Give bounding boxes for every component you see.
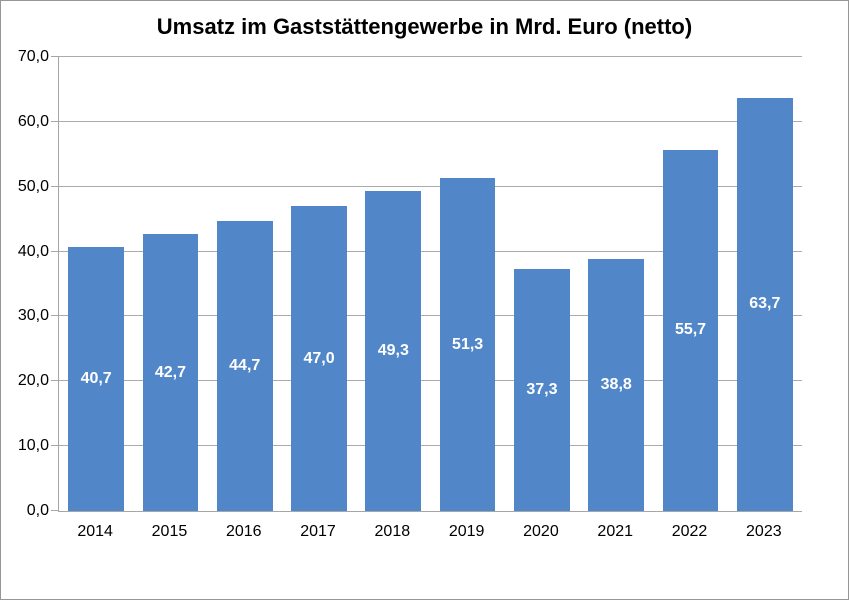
gridline bbox=[59, 120, 802, 122]
bar-slot: 51,3 bbox=[430, 57, 504, 511]
y-axis-tick bbox=[51, 510, 59, 511]
gridline bbox=[59, 185, 802, 187]
y-axis-tick-label: 70,0 bbox=[17, 48, 49, 65]
y-axis-tick bbox=[51, 380, 59, 382]
x-axis-tick-label: 2018 bbox=[374, 523, 411, 540]
gridline bbox=[59, 250, 802, 252]
bar-value-label: 38,8 bbox=[600, 376, 632, 394]
bar-2022: 55,7 bbox=[662, 149, 719, 511]
y-axis-tick-label: 10,0 bbox=[17, 437, 49, 455]
y-axis-labels: 0,0 10,0 20,0 30,0 40,0 50,0 60,0 70,0 bbox=[1, 48, 49, 519]
bar-value-label: 44,7 bbox=[229, 357, 261, 375]
bar-2015: 42,7 bbox=[142, 234, 199, 511]
bar-slot: 37,3 bbox=[505, 57, 579, 511]
chart-title: Umsatz im Gaststättengewerbe in Mrd. Eur… bbox=[156, 14, 693, 39]
bar-value-label: 40,7 bbox=[80, 370, 112, 388]
x-axis-tick-label: 2019 bbox=[448, 523, 485, 540]
bar-slot: 44,7 bbox=[208, 57, 282, 511]
bar-slot: 47,0 bbox=[282, 57, 356, 511]
x-axis-tick-label: 2022 bbox=[671, 523, 708, 540]
bar-slot: 55,7 bbox=[653, 57, 727, 511]
y-axis-tick-label: 30,0 bbox=[17, 307, 49, 325]
gridline bbox=[59, 445, 802, 447]
x-axis-tick-label: 2021 bbox=[597, 523, 634, 540]
bar-value-label: 37,3 bbox=[526, 381, 558, 399]
x-axis-tick-label: 2017 bbox=[300, 523, 336, 540]
plot-area: 40,7 42,7 44,7 47,0 49,3 51,3 37,3 38,8 55,7 63,7 bbox=[51, 56, 802, 512]
x-axis-tick-label: 2014 bbox=[77, 523, 113, 540]
y-axis-tick-label: 60,0 bbox=[17, 112, 49, 130]
bar-slot: 49,3 bbox=[356, 57, 430, 511]
bar-value-label: 55,7 bbox=[674, 321, 707, 339]
gridline bbox=[59, 380, 802, 382]
x-axis-tick-label: 2020 bbox=[523, 523, 559, 540]
bar-slot: 40,7 bbox=[59, 57, 133, 511]
y-axis-tick-label: 0,0 bbox=[26, 502, 49, 519]
bar-series: 40,7 42,7 44,7 47,0 49,3 51,3 37,3 38,8 55,7 63,7 bbox=[59, 57, 802, 511]
bar-2016: 44,7 bbox=[216, 221, 273, 511]
x-axis-tick-label: 2016 bbox=[225, 523, 262, 540]
y-axis-tick-label: 20,0 bbox=[17, 372, 49, 390]
y-axis-tick bbox=[51, 250, 59, 252]
bar-value-label: 49,3 bbox=[377, 342, 409, 360]
bar-slot: 63,7 bbox=[728, 57, 802, 511]
bar-slot: 38,8 bbox=[579, 57, 653, 511]
bar-2017: 47,0 bbox=[291, 206, 347, 511]
bar-slot: 42,7 bbox=[133, 57, 207, 511]
bar-value-label: 51,3 bbox=[452, 335, 484, 353]
y-axis-tick bbox=[51, 120, 59, 122]
bar-2021: 38,8 bbox=[588, 259, 645, 511]
x-axis-tick-label: 2023 bbox=[746, 523, 782, 540]
y-axis-tick bbox=[51, 315, 59, 317]
bar-2014: 40,7 bbox=[68, 247, 124, 511]
bar-value-label: 42,7 bbox=[154, 363, 186, 381]
bar-2020: 37,3 bbox=[514, 269, 570, 511]
gridline bbox=[59, 315, 802, 317]
bar-2023: 63,7 bbox=[736, 97, 793, 511]
y-axis-tick bbox=[51, 56, 59, 57]
bar-value-label: 47,0 bbox=[303, 349, 335, 367]
gridline bbox=[59, 56, 802, 57]
x-axis-labels: 2014 2015 2016 2017 2018 2019 2020 2021 2022 2023 bbox=[58, 519, 801, 545]
bar-value-label: 63,7 bbox=[749, 295, 781, 313]
y-axis-tick bbox=[51, 445, 59, 447]
y-axis-tick-label: 50,0 bbox=[17, 177, 49, 195]
x-axis-tick-label: 2015 bbox=[151, 523, 188, 540]
y-axis-tick bbox=[51, 185, 59, 187]
y-axis-tick-label: 40,0 bbox=[17, 242, 49, 260]
bar-2018: 49,3 bbox=[365, 191, 422, 511]
bar-2019: 51,3 bbox=[439, 178, 496, 511]
